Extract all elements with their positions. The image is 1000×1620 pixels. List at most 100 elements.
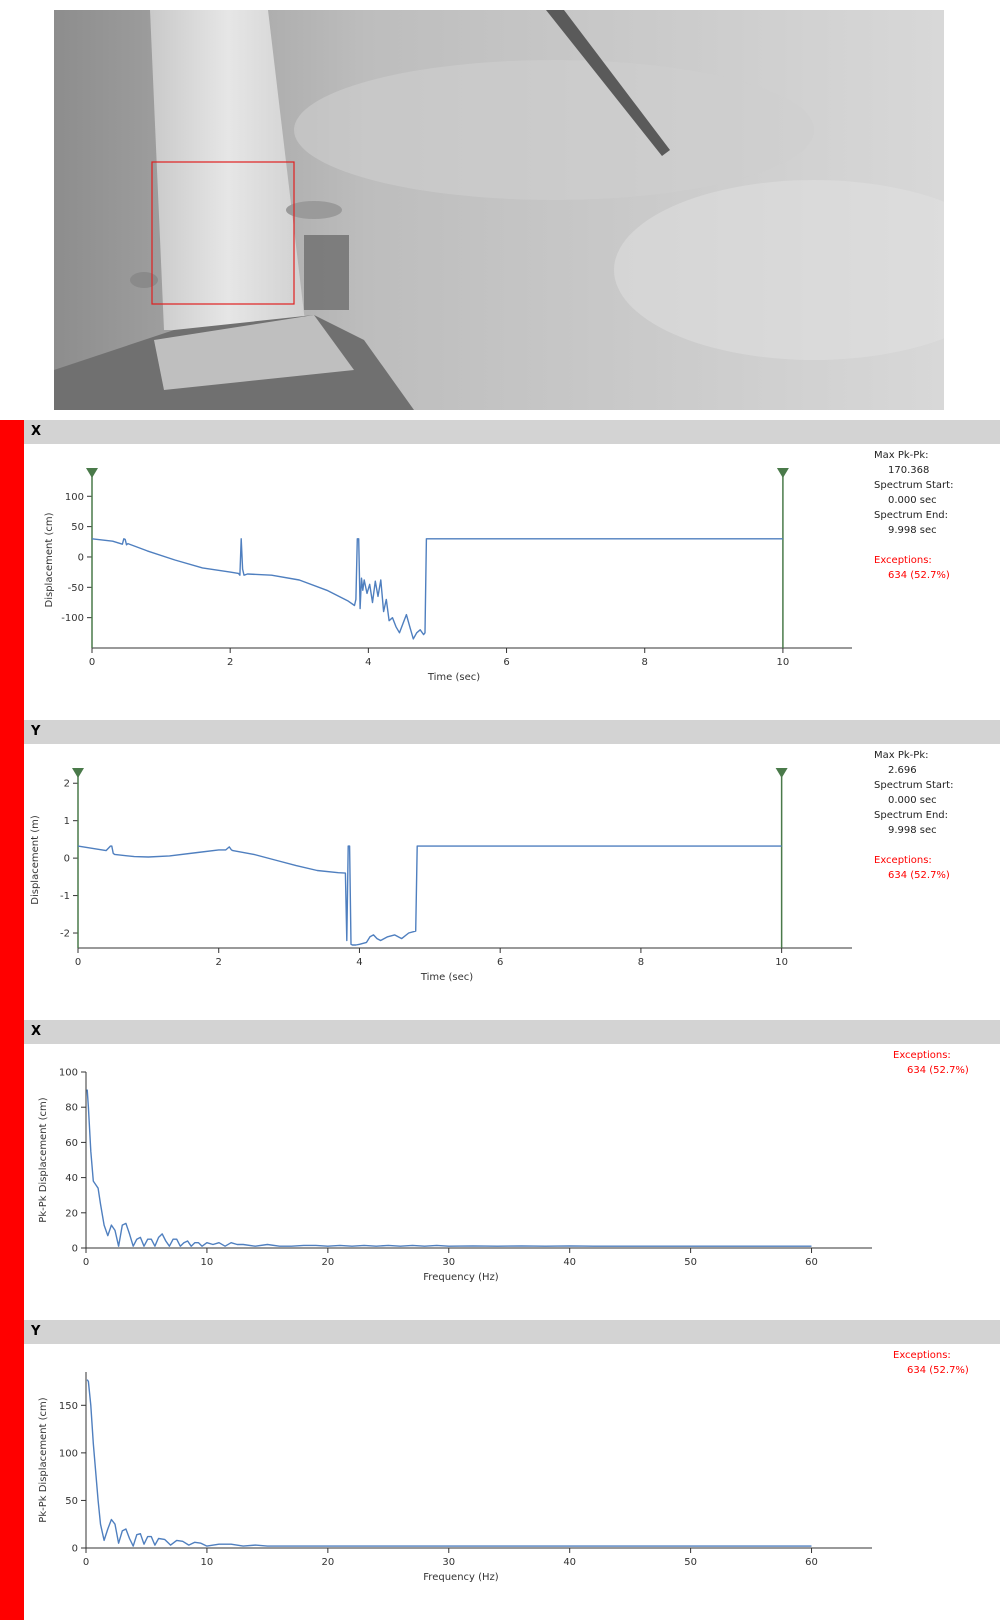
- panel-header: Y: [24, 720, 1000, 744]
- x-tick-label: 10: [777, 657, 790, 668]
- x-tick-label: 6: [497, 957, 503, 968]
- panel-indicator-bar: [0, 420, 24, 720]
- x-tick-label: 40: [563, 1557, 576, 1568]
- x-tick-label: 0: [89, 657, 95, 668]
- y-tick-label: -100: [61, 613, 84, 624]
- panel-title: X: [31, 424, 42, 439]
- x-tick-label: 50: [684, 1557, 697, 1568]
- x-tick-label: 60: [805, 1257, 818, 1268]
- x-tick-label: 30: [442, 1257, 455, 1268]
- panel-title: X: [31, 1024, 42, 1039]
- x-tick-label: 0: [75, 957, 81, 968]
- panel-x-spectrum: X 0 10 20 30 40 50 60 100 80 60 40 20 0 Frequency (Hz…: [0, 1020, 1000, 1320]
- y-tick-label: 0: [72, 1544, 78, 1555]
- y-axis-label: Displacement (cm): [44, 512, 55, 607]
- panel-indicator-bar: [0, 1020, 24, 1320]
- spectrum-start-handle: [72, 768, 84, 778]
- x-tick-label: 10: [775, 957, 788, 968]
- x-axis-label: Frequency (Hz): [423, 1272, 499, 1283]
- stat-value: 0.000 sec: [888, 495, 937, 506]
- exceptions-value: 634 (52.7%): [888, 870, 950, 881]
- exceptions-label: Exceptions:: [874, 555, 932, 566]
- y-tick-label: -50: [68, 583, 84, 594]
- x-tick-label: 8: [638, 957, 644, 968]
- x-tick-label: 20: [321, 1257, 334, 1268]
- y-tick-label: 2: [64, 779, 70, 790]
- y-tick-label: 0: [72, 1244, 78, 1255]
- y-tick-label: 20: [65, 1208, 78, 1219]
- y-tick-label: 0: [78, 552, 84, 563]
- chart-x-displacement[interactable]: 0 2 4 6 8 10 100 50 0 -50 -100 Time (sec) Displaceme…: [24, 444, 864, 720]
- series-line: [86, 1379, 812, 1547]
- x-tick-label: 60: [805, 1557, 818, 1568]
- spectrum-end-handle: [775, 768, 788, 778]
- stat-value: 9.998 sec: [888, 825, 937, 836]
- x-tick-label: 50: [684, 1257, 697, 1268]
- panel-header: X: [24, 420, 1000, 444]
- x-tick-label: 6: [503, 657, 509, 668]
- spectrum-start-handle: [86, 468, 98, 478]
- exceptions-label: Exceptions:: [893, 1350, 951, 1361]
- y-tick-label: 1: [64, 816, 70, 827]
- x-axis-label: Frequency (Hz): [423, 1572, 499, 1583]
- x-tick-label: 4: [365, 657, 371, 668]
- exceptions-value: 634 (52.7%): [888, 570, 950, 581]
- exceptions-value: 634 (52.7%): [907, 1365, 969, 1376]
- panel-indicator-bar: [0, 1320, 24, 1620]
- exceptions-block: Exceptions: 634 (52.7%): [893, 1348, 969, 1378]
- y-axis-label: Displacement (m): [30, 815, 41, 905]
- series-line: [77, 845, 782, 946]
- panel-header: Y: [24, 1320, 1000, 1344]
- y-tick-label: 100: [59, 1068, 78, 1079]
- stat-label: Spectrum Start:: [874, 480, 954, 491]
- stat-label: Spectrum End:: [874, 510, 949, 521]
- y-axis-label: Pk-Pk Displacement (cm): [38, 1397, 49, 1522]
- y-tick-label: 40: [65, 1173, 78, 1184]
- y-tick-label: 100: [65, 492, 84, 503]
- panel-x-displacement: X 0 2 4 6 8 10 100 50 0 -50 -100 Time (sec) Displace…: [0, 420, 1000, 720]
- x-tick-label: 10: [201, 1557, 214, 1568]
- y-tick-label: -2: [60, 929, 70, 940]
- x-tick-label: 2: [216, 957, 222, 968]
- x-tick-label: 0: [83, 1257, 89, 1268]
- stat-label: Max Pk-Pk:: [874, 450, 929, 461]
- y-tick-label: 150: [59, 1401, 78, 1412]
- y-tick-label: 100: [59, 1448, 78, 1459]
- exceptions-label: Exceptions:: [893, 1050, 951, 1061]
- stats-block: Max Pk-Pk: 170.368 Spectrum Start: 0.000…: [874, 448, 953, 583]
- spectrum-end-handle: [776, 468, 789, 478]
- y-tick-label: 80: [65, 1103, 78, 1114]
- y-tick-label: 0: [64, 854, 70, 865]
- y-tick-label: 60: [65, 1138, 78, 1149]
- stat-label: Spectrum End:: [874, 810, 949, 821]
- x-axis-label: Time (sec): [427, 672, 480, 683]
- stat-label: Max Pk-Pk:: [874, 750, 929, 761]
- x-tick-label: 10: [201, 1257, 214, 1268]
- roi-box[interactable]: [151, 161, 295, 305]
- y-tick-label: 50: [65, 1496, 78, 1507]
- stat-value: 170.368: [888, 465, 930, 476]
- x-tick-label: 40: [563, 1257, 576, 1268]
- chart-x-spectrum[interactable]: 0 10 20 30 40 50 60 100 80 60 40 20 0 Frequency (Hz) P…: [24, 1044, 884, 1320]
- panel-title: Y: [31, 1324, 41, 1339]
- x-tick-label: 20: [321, 1557, 334, 1568]
- x-tick-label: 4: [356, 957, 362, 968]
- stat-value: 2.696: [888, 765, 917, 776]
- series-line: [91, 538, 783, 640]
- panel-title: Y: [31, 724, 41, 739]
- x-tick-label: 30: [442, 1557, 455, 1568]
- exceptions-label: Exceptions:: [874, 855, 932, 866]
- panel-y-spectrum: Y 0 10 20 30 40 50 60 150 100 50 0 Frequency (Hz) Pk…: [0, 1320, 1000, 1620]
- exceptions-value: 634 (52.7%): [907, 1065, 969, 1076]
- series-line: [86, 1089, 812, 1247]
- x-tick-label: 8: [642, 657, 648, 668]
- camera-view: [54, 10, 944, 410]
- chart-y-spectrum[interactable]: 0 10 20 30 40 50 60 150 100 50 0 Frequency (Hz) Pk-P…: [24, 1344, 884, 1620]
- x-axis-label: Time (sec): [420, 972, 473, 983]
- stats-block: Max Pk-Pk: 2.696 Spectrum Start: 0.000 s…: [874, 748, 953, 883]
- exceptions-block: Exceptions: 634 (52.7%): [893, 1048, 969, 1078]
- stat-label: Spectrum Start:: [874, 780, 954, 791]
- stat-value: 9.998 sec: [888, 525, 937, 536]
- panel-indicator-bar: [0, 720, 24, 1020]
